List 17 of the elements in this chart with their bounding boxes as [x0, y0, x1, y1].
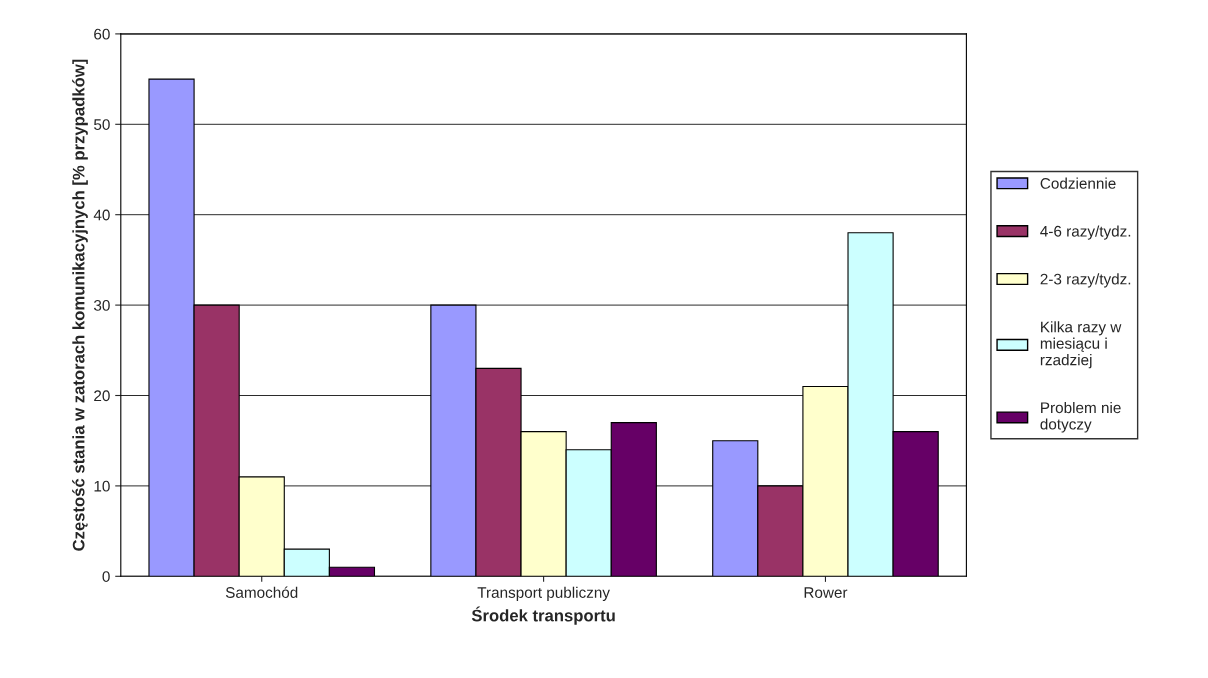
legend-label: 2-3 razy/tydz.	[1040, 273, 1131, 288]
x-tick-label: Rower	[804, 587, 848, 598]
legend-label: Problem nie dotyczy	[1040, 401, 1121, 433]
x-tick-label: Transport publiczny	[477, 586, 610, 601]
y-axis-title: Częstość stania w zatorach komunikacyjnych [% przypadków]	[72, 59, 88, 551]
y-tick-label: 20	[94, 390, 110, 402]
x-axis-title: Środek transportu	[471, 606, 615, 625]
y-tick-label: 40	[93, 209, 110, 221]
legend-label: 4-6 razy/tydz.	[1040, 225, 1131, 240]
x-tick-label: Samochód	[225, 586, 298, 598]
y-tick-label: 60	[94, 28, 110, 40]
y-tick-label: 10	[94, 480, 110, 492]
y-tick-label: 50	[94, 119, 110, 130]
legend-label: Kilka razy w miesiącu i rzadziej	[1040, 321, 1122, 369]
y-tick-label: 30	[93, 299, 110, 311]
y-tick-label: 0	[102, 571, 110, 582]
legend-label: Codziennie	[1040, 177, 1116, 189]
